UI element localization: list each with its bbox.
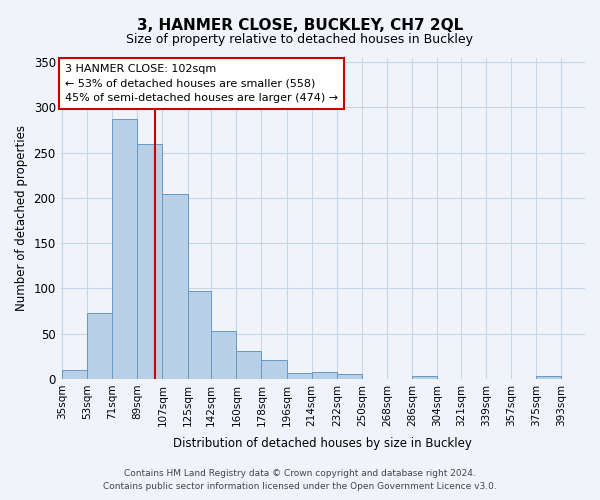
Bar — [62, 370, 87, 379]
Bar — [188, 291, 211, 379]
Bar — [536, 376, 561, 379]
Bar — [163, 194, 188, 379]
Bar — [87, 313, 112, 379]
Text: 3, HANMER CLOSE, BUCKLEY, CH7 2QL: 3, HANMER CLOSE, BUCKLEY, CH7 2QL — [137, 18, 463, 32]
Text: 3 HANMER CLOSE: 102sqm
← 53% of detached houses are smaller (558)
45% of semi-de: 3 HANMER CLOSE: 102sqm ← 53% of detached… — [65, 64, 338, 104]
X-axis label: Distribution of detached houses by size in Buckley: Distribution of detached houses by size … — [173, 437, 472, 450]
Y-axis label: Number of detached properties: Number of detached properties — [15, 125, 28, 311]
Bar — [311, 372, 337, 379]
Bar — [137, 144, 163, 379]
Bar — [112, 119, 137, 379]
Bar — [412, 376, 437, 379]
Bar — [236, 351, 262, 379]
Bar — [337, 374, 362, 379]
Text: Size of property relative to detached houses in Buckley: Size of property relative to detached ho… — [127, 32, 473, 46]
Bar — [211, 331, 236, 379]
Text: Contains HM Land Registry data © Crown copyright and database right 2024.
Contai: Contains HM Land Registry data © Crown c… — [103, 470, 497, 491]
Bar — [262, 360, 287, 379]
Bar — [287, 374, 311, 379]
